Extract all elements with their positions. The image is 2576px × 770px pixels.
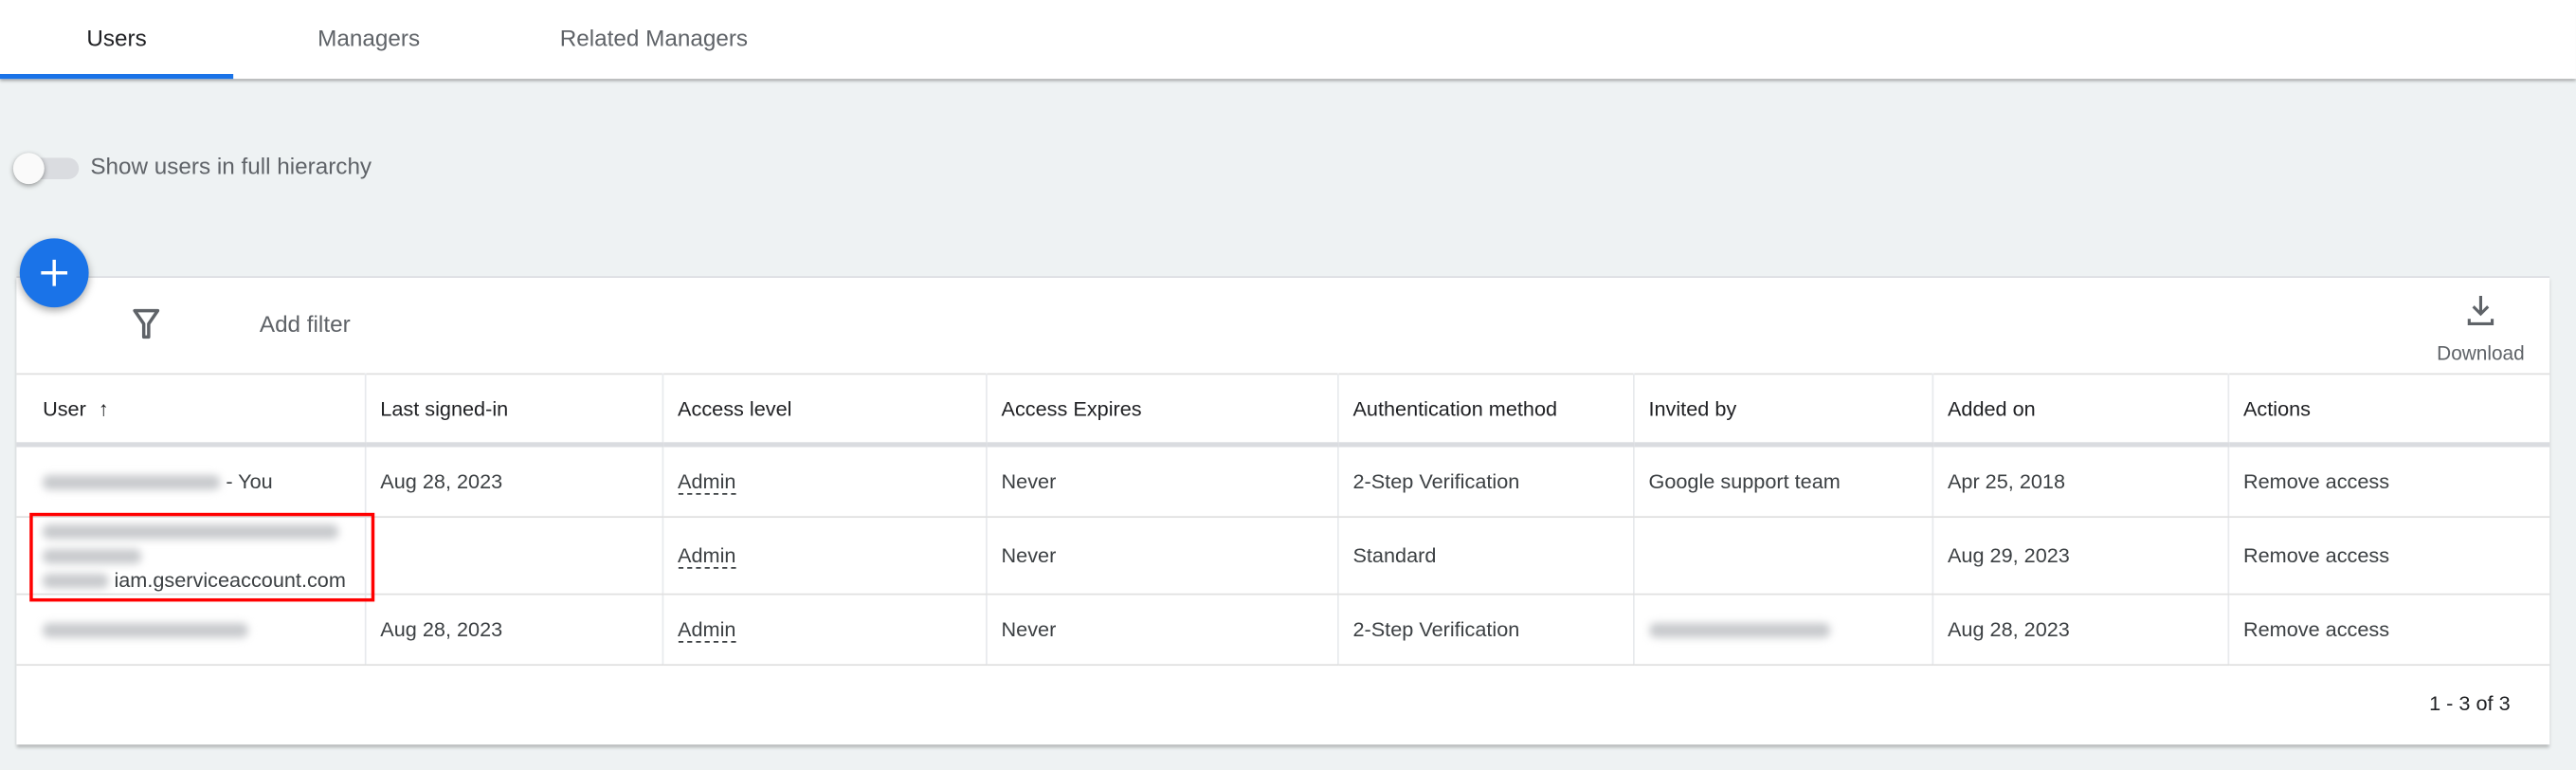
column-header-access-expires[interactable]: Access Expires bbox=[986, 373, 1338, 448]
remove-access-button[interactable]: Remove access bbox=[2242, 543, 2390, 568]
column-header-added-on[interactable]: Added on bbox=[1932, 373, 2229, 448]
added-on-cell: Aug 28, 2023 bbox=[1932, 594, 2229, 667]
last-signed-in-cell: Aug 28, 2023 bbox=[364, 444, 663, 519]
invited-by-cell: Google support team bbox=[1632, 444, 1933, 519]
auth-method-cell: Standard bbox=[1336, 517, 1634, 596]
last-signed-in-cell bbox=[364, 517, 663, 596]
download-icon bbox=[2467, 296, 2494, 326]
download-button[interactable]: Download bbox=[2428, 294, 2533, 365]
column-header-invited-by[interactable]: Invited by bbox=[1632, 373, 1933, 448]
toggle-thumb bbox=[12, 153, 45, 185]
table-header-row: User ↑ Last signed-in Access level Acces… bbox=[16, 373, 2550, 448]
redacted-email bbox=[43, 573, 109, 589]
redacted-email bbox=[43, 523, 339, 540]
added-on-cell: Apr 25, 2018 bbox=[1932, 444, 2229, 519]
pagination-label: 1 - 3 of 3 bbox=[2429, 691, 2511, 716]
filter-icon[interactable] bbox=[132, 307, 161, 348]
hierarchy-toggle-label: Show users in full hierarchy bbox=[90, 153, 372, 179]
tab-related-managers[interactable]: Related Managers bbox=[559, 25, 749, 51]
user-cell bbox=[16, 594, 366, 667]
table-row: iam.gserviceaccount.com Admin Never Stan… bbox=[16, 511, 2550, 601]
actions-cell: Remove access bbox=[2227, 594, 2550, 667]
remove-access-button[interactable]: Remove access bbox=[2242, 617, 2390, 642]
access-expires-cell: Never bbox=[986, 517, 1338, 596]
column-header-last-signed-in[interactable]: Last signed-in bbox=[364, 373, 663, 448]
invited-by-cell bbox=[1632, 594, 1933, 667]
column-header-user[interactable]: User ↑ bbox=[16, 373, 366, 448]
service-account-domain: iam.gserviceaccount.com bbox=[114, 567, 346, 592]
access-level-link[interactable]: Admin bbox=[678, 543, 736, 569]
users-table-card: Add filter Download User ↑ Last signed-i… bbox=[16, 276, 2550, 745]
active-tab-indicator bbox=[0, 74, 234, 80]
service-account-email: iam.gserviceaccount.com bbox=[29, 511, 375, 601]
column-header-authentication-method[interactable]: Authentication method bbox=[1336, 373, 1634, 448]
invited-by-cell bbox=[1632, 517, 1933, 596]
plus-icon bbox=[41, 259, 68, 286]
user-you-label: - You bbox=[226, 469, 273, 494]
access-level-cell: Admin bbox=[662, 517, 987, 596]
table-row: Aug 28, 2023 Admin Never 2-Step Verifica… bbox=[16, 594, 2550, 667]
redacted-email bbox=[1648, 623, 1830, 638]
access-level-cell: Admin bbox=[662, 444, 987, 519]
last-signed-in-cell: Aug 28, 2023 bbox=[364, 594, 663, 667]
highlight-box bbox=[29, 511, 375, 601]
redacted-email bbox=[43, 475, 221, 490]
hierarchy-toggle[interactable] bbox=[12, 153, 80, 185]
sort-ascending-icon[interactable]: ↑ bbox=[98, 396, 109, 420]
user-cell: iam.gserviceaccount.com bbox=[16, 511, 375, 601]
download-label: Download bbox=[2437, 341, 2525, 365]
auth-method-cell: 2-Step Verification bbox=[1336, 594, 1634, 667]
access-expires-cell: Never bbox=[986, 444, 1338, 519]
actions-cell: Remove access bbox=[2227, 444, 2550, 519]
redacted-email bbox=[43, 548, 142, 564]
access-level-link[interactable]: Admin bbox=[678, 617, 736, 643]
add-filter-input[interactable]: Add filter bbox=[259, 310, 351, 338]
tab-users[interactable]: Users bbox=[86, 25, 147, 51]
column-label: User bbox=[43, 396, 86, 420]
remove-access-button[interactable]: Remove access bbox=[2242, 469, 2390, 494]
users-table: User ↑ Last signed-in Access level Acces… bbox=[16, 373, 2550, 667]
actions-cell: Remove access bbox=[2227, 517, 2550, 596]
table-row: - You Aug 28, 2023 Admin Never 2-Step Ve… bbox=[16, 444, 2550, 519]
access-expires-cell: Never bbox=[986, 594, 1338, 667]
column-header-access-level[interactable]: Access level bbox=[662, 373, 987, 448]
column-header-actions: Actions bbox=[2227, 373, 2550, 448]
add-user-button[interactable] bbox=[19, 238, 89, 308]
tab-managers[interactable]: Managers bbox=[317, 25, 421, 51]
access-level-cell: Admin bbox=[662, 594, 987, 667]
redacted-email bbox=[43, 623, 248, 638]
auth-method-cell: 2-Step Verification bbox=[1336, 444, 1634, 519]
access-level-link[interactable]: Admin bbox=[678, 469, 736, 495]
added-on-cell: Aug 29, 2023 bbox=[1932, 517, 2229, 596]
user-cell: - You bbox=[16, 444, 366, 519]
tab-bar: Users Managers Related Managers bbox=[0, 0, 2576, 80]
